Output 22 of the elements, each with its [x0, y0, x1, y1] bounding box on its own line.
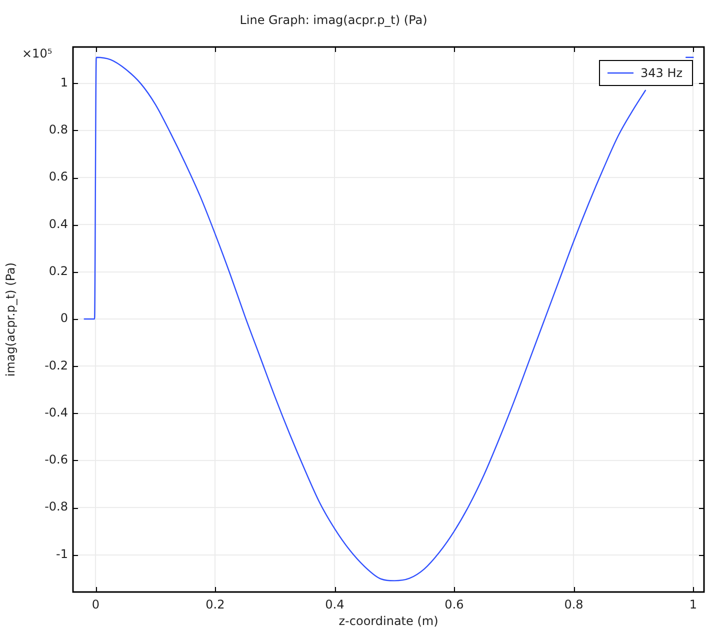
y-tick-label: -0.4 — [44, 405, 68, 420]
y-tick-label: -0.8 — [44, 500, 68, 514]
y-tick-label: 0.2 — [48, 264, 68, 278]
y-tick-label: -0.2 — [44, 358, 68, 372]
y-tick-label: -1 — [56, 546, 68, 561]
y-tick-label: 0.6 — [48, 170, 68, 184]
y-tick-label: 1 — [60, 75, 68, 90]
y-tick-label: 0.4 — [48, 216, 68, 231]
x-tick-label: 0.4 — [325, 597, 344, 612]
x-tick-label: 0.2 — [206, 597, 225, 612]
x-tick-label: 0 — [92, 597, 100, 612]
x-tick-label: 0.6 — [444, 597, 464, 612]
legend-label: 343 Hz — [640, 66, 683, 80]
text: ×10⁵ — [22, 46, 52, 60]
x-axis-title: z-coordinate (m) — [338, 614, 438, 628]
y-axis-title: imag(acpr.p_t) (Pa) — [3, 262, 18, 377]
y-tick-label: -0.6 — [44, 452, 68, 467]
y-tick-label: 0 — [60, 311, 68, 326]
y-tick-label: 0.8 — [48, 122, 68, 137]
x-tick-label: 0.8 — [564, 597, 584, 612]
chart-title: Line Graph: imag(acpr.p_t) (Pa) — [240, 13, 428, 28]
x-tick-label: 1 — [689, 597, 698, 612]
